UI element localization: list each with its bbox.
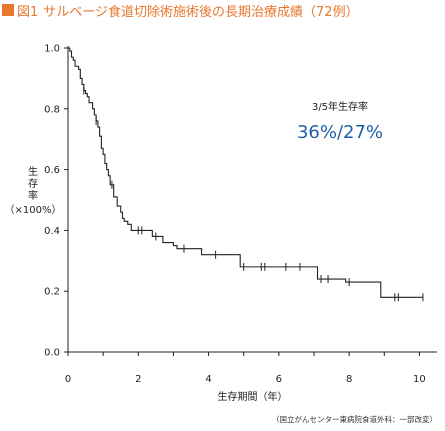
survival-curve (68, 47, 423, 298)
x-tick-label: 10 (413, 374, 426, 385)
title-square-marker (2, 4, 14, 16)
x-tick-label: 2 (135, 374, 141, 385)
y-tick-label: 0.8 (44, 104, 60, 115)
chart-labels: 生存期間（年） 生存率 （×100%） 3/5年生存率 36%/27% (5, 100, 384, 403)
y-tick-label: 0.4 (44, 226, 60, 237)
y-axis-label-char: 生 (28, 165, 38, 178)
survival-curve-group (68, 47, 423, 298)
figure-title-text: サルベージ食道切除術施術後の長期治療成績（72例） (43, 4, 359, 20)
x-tick-label: 4 (205, 374, 211, 385)
chart-axes (67, 46, 437, 353)
x-axis-label: 生存期間（年） (218, 390, 288, 403)
y-axis-label-unit: （×100%） (5, 204, 62, 216)
x-tick-label: 6 (276, 374, 282, 385)
figure-number: 図1 (17, 4, 39, 20)
y-axis-label-char: 率 (28, 189, 38, 202)
y-tick-label: 0.6 (44, 165, 60, 176)
y-tick-label: 0.0 (44, 348, 60, 359)
survival-rate-label: 3/5年生存率 (312, 100, 368, 113)
y-tick-label: 0.2 (44, 287, 60, 298)
chart-ticks: 0.0 0.2 0.4 0.6 0.8 1.0 0 2 4 6 8 10 (44, 44, 426, 386)
y-tick-label: 1.0 (44, 44, 60, 55)
censor-marks-group (83, 86, 424, 302)
figure-title: 図1 サルベージ食道切除術施術後の長期治療成績（72例） (0, 0, 359, 20)
survival-rate-value: 36%/27% (297, 122, 383, 143)
y-axis-label-char: 存 (28, 177, 38, 190)
x-tick-label: 8 (346, 374, 352, 385)
x-tick-label: 0 (65, 374, 71, 385)
source-note: （国立がんセンター東病院食道外科：一部改変） (272, 415, 437, 424)
